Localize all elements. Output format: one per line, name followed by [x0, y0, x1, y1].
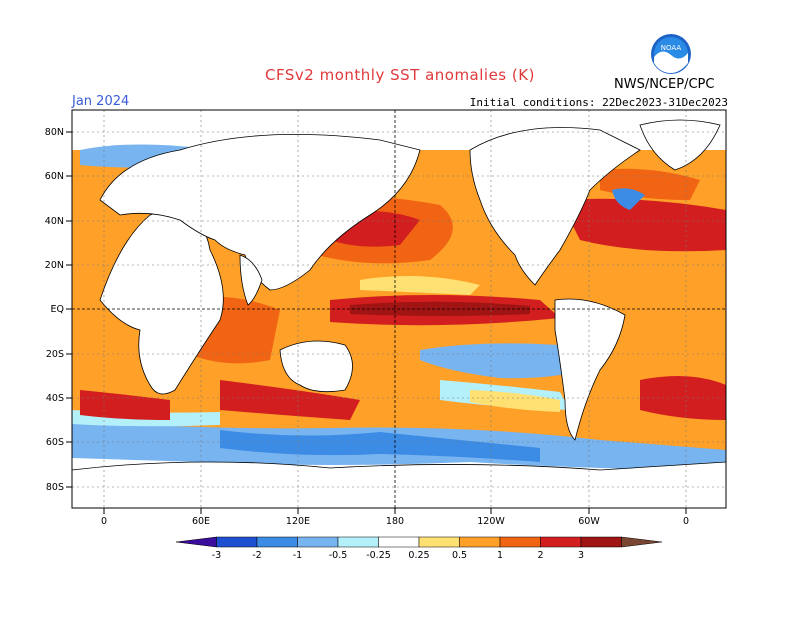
colorbar-tick-label: 3 — [578, 550, 584, 561]
colorbar-tick-label: -3 — [212, 550, 221, 561]
lat-label: 40N — [45, 216, 64, 227]
logo-text: NOAA — [661, 44, 682, 52]
lon-label: 0 — [683, 516, 689, 527]
colorbar-segment — [378, 536, 420, 548]
lat-label: 80N — [45, 127, 64, 138]
agency-label: NWS/NCEP/CPC — [614, 77, 715, 92]
colorbar-segment — [499, 536, 541, 548]
colorbar-tick-label: 0.25 — [408, 550, 429, 561]
colorbar-tick-label: 0.5 — [452, 550, 467, 561]
india-outline — [239, 254, 263, 306]
land-masses — [71, 119, 727, 509]
lon-label: 0 — [101, 516, 107, 527]
lat-label: 20S — [46, 349, 64, 360]
lat-label: 20N — [45, 260, 64, 271]
lat-label: 60S — [46, 437, 64, 448]
lat-label: 60N — [45, 171, 64, 182]
lon-label: 60W — [578, 516, 600, 527]
south-america-outline — [554, 298, 626, 441]
colorbar-segment — [216, 536, 258, 548]
lat-label: 40S — [46, 393, 64, 404]
lon-label: 180 — [386, 516, 404, 527]
colorbar-tick-label: -0.25 — [366, 550, 391, 561]
colorbar-segment — [256, 536, 298, 548]
colorbar-tick-label: 2 — [537, 550, 543, 561]
colorbar-segment — [580, 536, 622, 548]
valid-month: Jan 2024 — [72, 94, 130, 109]
chart-title: CFSv2 monthly SST anomalies (K) — [265, 66, 535, 84]
greenland-outline — [639, 119, 721, 171]
lat-label: 80S — [46, 482, 64, 493]
australia-outline — [279, 340, 353, 393]
tick-marks — [66, 131, 687, 514]
colorbar-segment — [175, 536, 217, 548]
africa-outline — [99, 204, 224, 395]
colorbar-segment — [337, 536, 379, 548]
lat-lon-grid — [72, 110, 726, 508]
antarctica-outline — [71, 461, 727, 509]
latitude-labels: 80N 60N 40N 20N EQ 20S 40S 60S 80S — [45, 127, 64, 493]
lat-label: EQ — [51, 304, 64, 315]
colorbar-segment — [297, 536, 339, 548]
north-america-outline — [469, 127, 641, 286]
eurasia-outline — [99, 134, 421, 291]
colorbar-segment — [540, 536, 582, 548]
colorbar-tick-label: -0.5 — [329, 550, 348, 561]
longitude-labels: 0 60E 120E 180 120W 60W 0 — [101, 516, 689, 527]
lon-label: 60E — [192, 516, 210, 527]
colorbar-tick-label: -2 — [252, 550, 261, 561]
lon-label: 120W — [477, 516, 505, 527]
lon-label: 120E — [286, 516, 310, 527]
colorbar-segment — [418, 536, 460, 548]
colorbar-segment — [459, 536, 501, 548]
initial-conditions: Initial conditions: 22Dec2023-31Dec2023 — [469, 96, 728, 109]
colorbar — [175, 536, 663, 548]
colorbar-tick-label: -1 — [293, 550, 302, 561]
colorbar-tick-label: 1 — [497, 550, 503, 561]
noaa-logo: NOAA — [650, 33, 692, 75]
colorbar-labels: -3 -2 -1 -0.5 -0.25 0.25 0.5 1 2 3 — [212, 550, 584, 561]
colorbar-segment — [621, 536, 663, 548]
reference-lines — [72, 110, 726, 508]
